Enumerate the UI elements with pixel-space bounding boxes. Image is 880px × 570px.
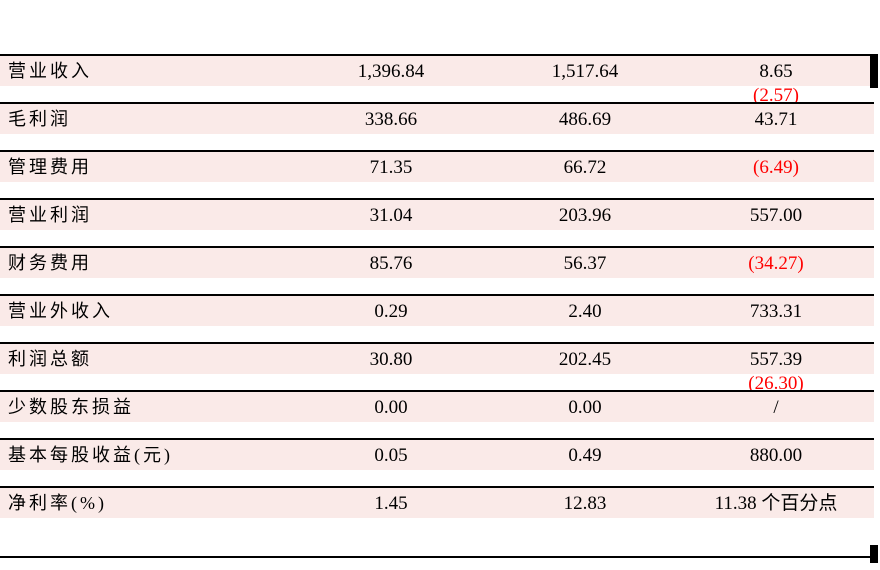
value-column-2: 66.72 (563, 157, 607, 178)
row-label: 少数股东损益 (8, 397, 134, 417)
table-row: 基本每股收益(元) 0.05 0.49 880.00 (0, 438, 874, 470)
value-column-3: 43.71 (754, 109, 798, 130)
value-column-3: 733.31 (749, 301, 803, 322)
value-column-3: 8.65 (759, 61, 793, 82)
value-column-1: 31.04 (369, 205, 413, 226)
value-column-2: 202.45 (558, 349, 612, 370)
value-column-2: 2.40 (568, 301, 602, 322)
value-column-1: 0.29 (374, 301, 408, 322)
row-label: 净利率(%) (8, 493, 107, 513)
value-column-1: 85.76 (369, 253, 413, 274)
value-column-3-subvalue: (26.30) (748, 373, 804, 394)
value-column-2: 56.37 (563, 253, 607, 274)
value-column-2: 12.83 (563, 493, 607, 514)
row-label: 毛利润 (8, 109, 71, 129)
value-column-3: 557.00 (749, 205, 803, 226)
value-column-2: 1,517.64 (551, 61, 619, 82)
table-row: 财务费用 85.76 56.37 (34.27) (0, 246, 874, 278)
table-row: 管理费用 71.35 66.72 (6.49) (0, 150, 874, 182)
value-column-3: 11.38 个百分点 (714, 493, 838, 514)
row-label: 财务费用 (8, 253, 92, 273)
table-row: 净利率(%) 1.45 12.83 11.38 个百分点 (0, 486, 874, 518)
value-column-3: / (773, 397, 779, 418)
value-column-2: 0.00 (568, 397, 602, 418)
table-row: 营业利润 31.04 203.96 557.00 (0, 198, 874, 230)
value-column-3: (34.27) (748, 253, 804, 274)
row-label: 利润总额 (8, 349, 92, 369)
value-column-2: 486.69 (558, 109, 612, 130)
table-row: 营业收入 1,396.84 1,517.64 8.65 (0, 54, 874, 86)
table-right-border-fragment-top (870, 54, 878, 88)
table-row: 营业外收入 0.29 2.40 733.31 (0, 294, 874, 326)
value-column-3: (6.49) (753, 157, 799, 178)
value-column-1: 338.66 (364, 109, 418, 130)
row-label: 营业外收入 (8, 301, 113, 321)
table-row: 毛利润 338.66 486.69 43.71 (0, 102, 874, 134)
row-label: 营业收入 (8, 61, 92, 81)
value-column-1: 0.00 (374, 397, 408, 418)
row-label: 营业利润 (8, 205, 92, 225)
value-column-1: 71.35 (369, 157, 413, 178)
row-label: 管理费用 (8, 157, 92, 177)
value-column-1: 0.05 (374, 445, 408, 466)
value-column-1: 1,396.84 (357, 61, 425, 82)
value-column-1: 30.80 (369, 349, 413, 370)
table-bottom-border (0, 556, 871, 558)
value-column-2: 203.96 (558, 205, 612, 226)
value-column-2: 0.49 (568, 445, 602, 466)
table-row: 少数股东损益 0.00 0.00 / (0, 390, 874, 422)
value-column-1: 1.45 (374, 493, 408, 514)
value-column-3: 880.00 (749, 445, 803, 466)
table-right-border-fragment-bottom (870, 545, 878, 563)
value-column-3: 557.39 (749, 349, 803, 370)
row-label: 基本每股收益(元) (8, 445, 173, 465)
value-column-3-subvalue: (2.57) (753, 85, 799, 106)
table-row: 利润总额 30.80 202.45 557.39 (0, 342, 874, 374)
